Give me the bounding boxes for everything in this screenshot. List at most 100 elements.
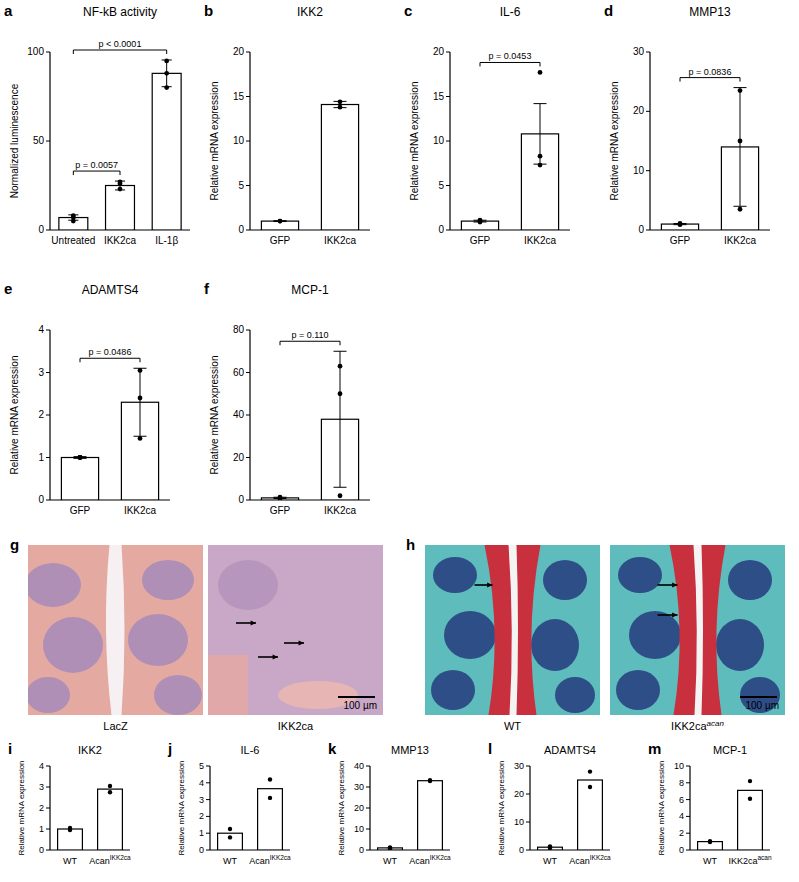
y-tick-label: 60 (233, 367, 245, 378)
data-point (164, 59, 169, 64)
error-bar (733, 88, 746, 207)
x-tick-label: IKK2ca (524, 235, 557, 246)
data-point (538, 70, 543, 75)
y-tick-label: 0 (438, 224, 444, 235)
y-tick (46, 829, 50, 830)
panel-letter: c (404, 2, 412, 19)
y-tick-label: 4 (39, 761, 44, 771)
y-tick (446, 96, 450, 97)
y-tick-label: 30 (633, 46, 645, 57)
data-point (78, 455, 83, 460)
chart-title: IL-6 (500, 5, 521, 19)
marrow (555, 677, 595, 713)
y-tick (246, 141, 250, 142)
y-tick-label: 0 (679, 845, 684, 855)
x-tick-label: IL-1β (155, 235, 178, 246)
y-tick-label: 1 (39, 824, 44, 834)
x-tick-label: WT (543, 856, 557, 866)
data-point (108, 790, 112, 794)
y-tick (206, 799, 210, 800)
data-point (118, 180, 123, 185)
data-point (338, 391, 343, 396)
micrograph (28, 545, 203, 715)
y-tick (446, 185, 450, 186)
y-tick (246, 230, 250, 231)
joint-space (509, 545, 519, 715)
panel-k: kMMP13Relative mRNA expression010203040W… (328, 740, 451, 866)
marrow (531, 619, 579, 671)
data-point (278, 219, 283, 224)
p-value: p = 0.0057 (75, 160, 118, 170)
y-tick-label: 5 (199, 761, 204, 771)
arrowhead (672, 612, 677, 617)
error-cap (733, 87, 746, 88)
y-tick-label: 4 (199, 778, 204, 788)
x-tick-label: AcanIKK2ca (409, 854, 451, 866)
data-point (678, 222, 683, 227)
y-tick (646, 111, 650, 112)
y-tick (46, 766, 50, 767)
tissue (208, 545, 383, 715)
marrow (28, 677, 70, 713)
image-caption: IKK2ca (278, 720, 314, 732)
x-tick-label: GFP (70, 505, 91, 516)
marks (538, 769, 603, 850)
marks (378, 778, 443, 850)
figure: aNF-kB activityNormalized luminescence05… (0, 0, 799, 882)
micrograph (610, 545, 785, 715)
x-tick-label: WT (383, 856, 397, 866)
panel-a: aNF-kB activityNormalized luminescence05… (4, 2, 190, 246)
data-point (678, 221, 683, 226)
error-cap (533, 103, 546, 104)
arrowhead (299, 640, 304, 645)
data-point (164, 71, 169, 76)
joint-space (694, 545, 704, 715)
data-point (138, 396, 143, 401)
y-tick (686, 816, 690, 817)
panel-b: bIKK2Relative mRNA expression05101520GFP… (204, 2, 370, 246)
y-tick (366, 829, 370, 830)
error-cap (333, 351, 346, 352)
marrow (433, 557, 477, 593)
y-tick (366, 787, 370, 788)
image-caption: WT (504, 720, 521, 732)
tissue (208, 655, 248, 715)
y-tick (526, 794, 530, 795)
superscript: acan (707, 719, 725, 728)
error-bar (133, 368, 146, 436)
significance-bracket (73, 50, 166, 54)
image-panel-h: hWT100 µmIKK2caacan (406, 536, 785, 732)
y-tick (246, 415, 250, 416)
marrow (740, 677, 780, 713)
bar (106, 186, 135, 231)
y-tick-label: 1 (38, 452, 44, 463)
y-tick (686, 766, 690, 767)
y-tick (206, 766, 210, 767)
y-tick (366, 766, 370, 767)
y-tick (246, 330, 250, 331)
panel-f: fMCP-1Relative mRNA expression020406080G… (204, 280, 370, 516)
marrow (142, 560, 194, 600)
data-point (268, 777, 272, 781)
y-axis-label: Normalized luminescence (9, 83, 20, 198)
marrow (618, 557, 662, 593)
superscript: IKK2ca (430, 854, 451, 861)
bar (218, 833, 243, 850)
marks (261, 99, 358, 230)
y-tick-label: 4 (38, 324, 44, 335)
data-point (738, 88, 743, 93)
y-tick-label: 10 (433, 135, 445, 146)
marrow (629, 611, 681, 659)
y-tick-label: 10 (354, 824, 364, 834)
panel-letter: i (8, 740, 12, 757)
y-tick-label: 0 (238, 494, 244, 505)
data-point (338, 105, 343, 110)
panel-letter: e (4, 280, 12, 297)
error-stem (740, 88, 741, 207)
p-value: p = 0.0453 (489, 51, 532, 61)
tissue (425, 545, 600, 715)
cartilage (485, 545, 541, 715)
data-point (748, 779, 752, 783)
data-point (138, 436, 143, 441)
image-caption: LacZ (103, 720, 128, 732)
